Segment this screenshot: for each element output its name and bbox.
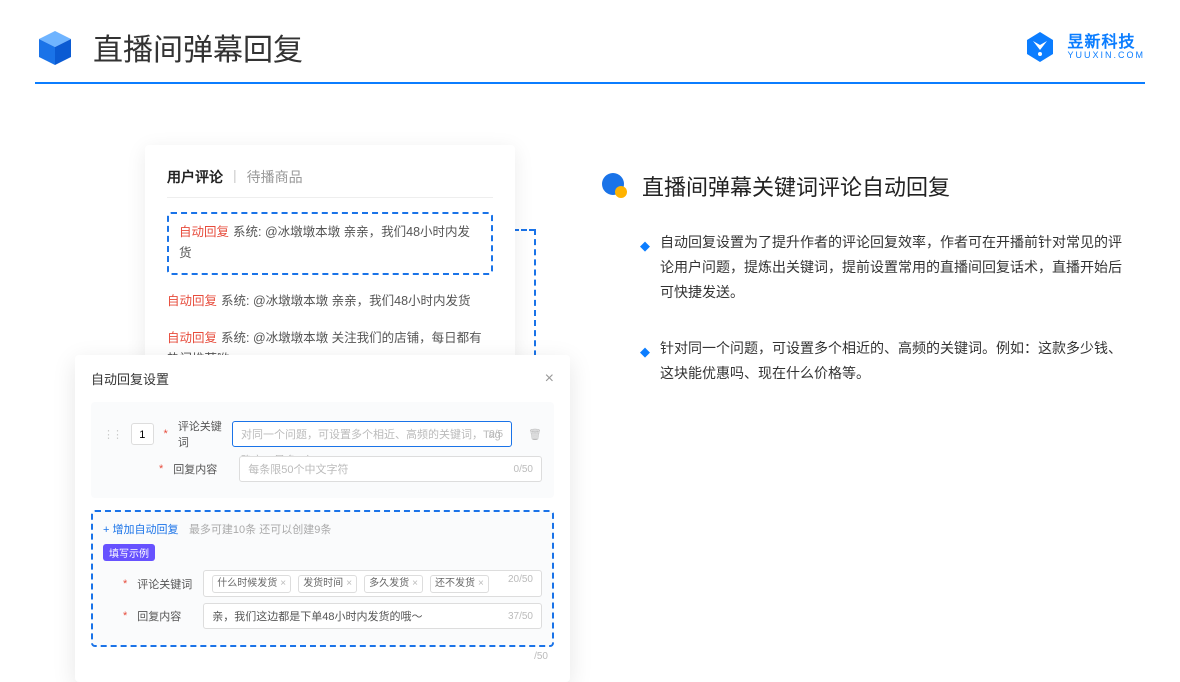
tab-divider: | xyxy=(233,167,237,187)
add-hint: 最多可建10条 还可以创建9条 xyxy=(189,524,331,536)
required-dot: * xyxy=(159,463,163,475)
tag-chip[interactable]: 发货时间× xyxy=(298,575,357,593)
keyword-count: 0/5 xyxy=(489,422,503,448)
example-keyword-row: * 评论关键词 什么时候发货× 发货时间× 多久发货× 还不发货× 20/50 xyxy=(103,570,542,597)
section-title: 直播间弹幕关键词评论自动回复 xyxy=(642,170,950,202)
settings-title: 自动回复设置 xyxy=(91,369,169,388)
example-tag: 填写示例 xyxy=(103,544,155,561)
reply-input[interactable]: 每条限50个中文字符 0/50 xyxy=(239,456,542,482)
comment-row-highlighted: 自动回复系统: @冰墩墩本墩 亲亲，我们48小时内发货 xyxy=(167,212,493,275)
tab-pending-products[interactable]: 待播商品 xyxy=(247,167,303,187)
keyword-row: ⋮⋮ 1 * 评论关键词 对同一个问题，可设置多个相近、高频的关键词，Tag确定… xyxy=(103,418,542,450)
close-icon[interactable]: × xyxy=(545,370,554,388)
tab-user-comments[interactable]: 用户评论 xyxy=(167,167,223,187)
tag-chip[interactable]: 什么时候发货× xyxy=(212,575,291,593)
comment-tabs: 用户评论 | 待播商品 xyxy=(167,167,493,198)
brand-block: 昱新科技 YUUXIN.COM xyxy=(1023,30,1145,64)
order-input[interactable]: 1 xyxy=(131,423,154,445)
explanation-column: 直播间弹幕关键词评论自动回复 ◆ 自动回复设置为了提升作者的评论回复效率，作者可… xyxy=(600,170,1140,416)
example-reply-count: 37/50 xyxy=(508,604,533,630)
rule-form-block: ⋮⋮ 1 * 评论关键词 对同一个问题，可设置多个相近、高频的关键词，Tag确定… xyxy=(91,402,554,498)
auto-reply-settings-card: 自动回复设置 × ⋮⋮ 1 * 评论关键词 对同一个问题，可设置多个相近、高频的… xyxy=(75,355,570,682)
section-title-row: 直播间弹幕关键词评论自动回复 xyxy=(600,170,1140,202)
add-auto-reply-row: + 增加自动回复 最多可建10条 还可以创建9条 xyxy=(103,520,542,538)
drag-handle-icon[interactable]: ⋮⋮ xyxy=(103,428,121,441)
tag-chip[interactable]: 多久发货× xyxy=(364,575,423,593)
auto-reply-badge: 自动回复 xyxy=(167,294,217,308)
add-auto-reply-link[interactable]: + 增加自动回复 xyxy=(103,524,178,536)
brand-name-cn: 昱新科技 xyxy=(1067,35,1145,51)
delete-icon[interactable]: 🗑 xyxy=(528,428,542,441)
reply-label: 回复内容 xyxy=(173,461,229,477)
tag-chip[interactable]: 还不发货× xyxy=(430,575,489,593)
required-dot: * xyxy=(164,428,168,440)
header-left: 直播间弹幕回复 xyxy=(35,25,303,69)
page-title: 直播间弹幕回复 xyxy=(93,25,303,69)
example-dashed-box: + 增加自动回复 最多可建10条 还可以创建9条 填写示例 * 评论关键词 什么… xyxy=(91,510,554,647)
reply-placeholder: 每条限50个中文字符 xyxy=(248,464,348,476)
reply-count: 0/50 xyxy=(514,457,533,483)
keyword-input[interactable]: 对同一个问题，可设置多个相近、高频的关键词，Tag确定，最多5个 0/5 xyxy=(232,421,512,447)
example-keyword-count: 20/50 xyxy=(508,571,533,589)
bullet-text: 自动回复设置为了提升作者的评论回复效率，作者可在开播前针对常见的评论用户问题，提… xyxy=(660,230,1130,306)
auto-reply-badge: 自动回复 xyxy=(167,331,217,345)
example-reply-value: 亲，我们这边都是下单48小时内发货的哦～ xyxy=(212,611,422,623)
page-header: 直播间弹幕回复 昱新科技 YUUXIN.COM xyxy=(35,25,1145,69)
diamond-bullet-icon: ◆ xyxy=(640,340,650,386)
keyword-label: 评论关键词 xyxy=(178,418,222,450)
extra-count: /50 xyxy=(91,651,554,662)
chat-bubble-icon xyxy=(600,171,630,201)
required-dot: * xyxy=(123,610,127,622)
bullet-item: ◆ 自动回复设置为了提升作者的评论回复效率，作者可在开播前针对常见的评论用户问题… xyxy=(640,230,1130,306)
example-keyword-label: 评论关键词 xyxy=(137,576,193,592)
brand-icon xyxy=(1023,30,1057,64)
comment-text: 系统: @冰墩墩本墩 亲亲，我们48小时内发货 xyxy=(221,294,471,308)
reply-row: * 回复内容 每条限50个中文字符 0/50 xyxy=(103,456,542,482)
settings-title-row: 自动回复设置 × xyxy=(91,369,554,388)
diamond-bullet-icon: ◆ xyxy=(640,234,650,306)
bullet-text: 针对同一个问题，可设置多个相近的、高频的关键词。例如：这款多少钱、这块能优惠吗、… xyxy=(660,336,1130,386)
example-keyword-input[interactable]: 什么时候发货× 发货时间× 多久发货× 还不发货× 20/50 xyxy=(203,570,542,597)
example-reply-input[interactable]: 亲，我们这边都是下单48小时内发货的哦～ 37/50 xyxy=(203,603,542,629)
comment-row: 自动回复系统: @冰墩墩本墩 亲亲，我们48小时内发货 xyxy=(167,291,493,312)
bullet-item: ◆ 针对同一个问题，可设置多个相近的、高频的关键词。例如：这款多少钱、这块能优惠… xyxy=(640,336,1130,386)
auto-reply-badge: 自动回复 xyxy=(179,225,229,239)
header-divider xyxy=(35,82,1145,84)
brand-name-en: YUUXIN.COM xyxy=(1067,51,1145,60)
cube-icon xyxy=(35,27,75,67)
example-reply-label: 回复内容 xyxy=(137,608,193,624)
required-dot: * xyxy=(123,578,127,590)
example-reply-row: * 回复内容 亲，我们这边都是下单48小时内发货的哦～ 37/50 xyxy=(103,603,542,629)
